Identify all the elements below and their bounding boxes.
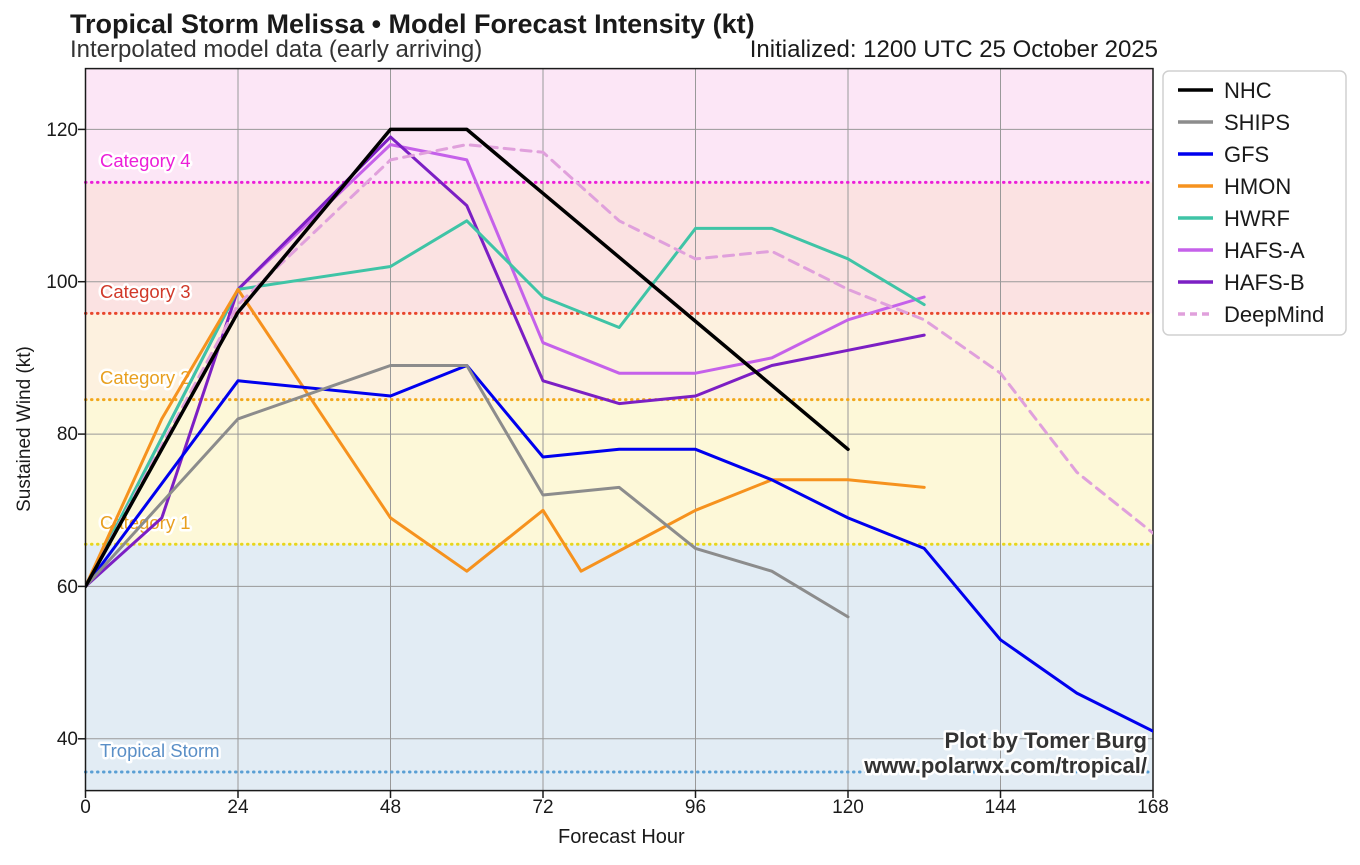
svg-text:24: 24 — [227, 797, 249, 818]
svg-text:GFS: GFS — [1224, 142, 1269, 167]
svg-text:80: 80 — [57, 424, 78, 445]
svg-text:NHC: NHC — [1224, 78, 1272, 103]
svg-text:96: 96 — [685, 797, 706, 818]
svg-text:0: 0 — [80, 797, 91, 818]
svg-text:168: 168 — [1137, 797, 1169, 818]
svg-text:144: 144 — [985, 797, 1017, 818]
svg-text:48: 48 — [380, 797, 401, 818]
svg-text:DeepMind: DeepMind — [1224, 302, 1324, 327]
svg-text:Category 3: Category 3 — [100, 281, 191, 302]
svg-text:Category 2: Category 2 — [100, 367, 191, 388]
svg-text:40: 40 — [57, 729, 78, 750]
svg-text:60: 60 — [57, 577, 78, 598]
svg-text:SHIPS: SHIPS — [1224, 110, 1290, 135]
svg-text:HAFS-A: HAFS-A — [1224, 238, 1305, 263]
svg-text:Plot by Tomer Burg: Plot by Tomer Burg — [945, 728, 1148, 753]
svg-text:HMON: HMON — [1224, 174, 1291, 199]
svg-text:Category 4: Category 4 — [100, 150, 191, 171]
svg-text:www.polarwx.com/tropical/: www.polarwx.com/tropical/ — [863, 753, 1147, 778]
svg-text:120: 120 — [46, 120, 78, 141]
svg-text:Tropical Storm: Tropical Storm — [100, 740, 220, 761]
svg-text:120: 120 — [832, 797, 864, 818]
svg-text:HWRF: HWRF — [1224, 206, 1290, 231]
svg-text:72: 72 — [532, 797, 553, 818]
svg-text:100: 100 — [46, 272, 78, 293]
svg-text:HAFS-B: HAFS-B — [1224, 270, 1305, 295]
